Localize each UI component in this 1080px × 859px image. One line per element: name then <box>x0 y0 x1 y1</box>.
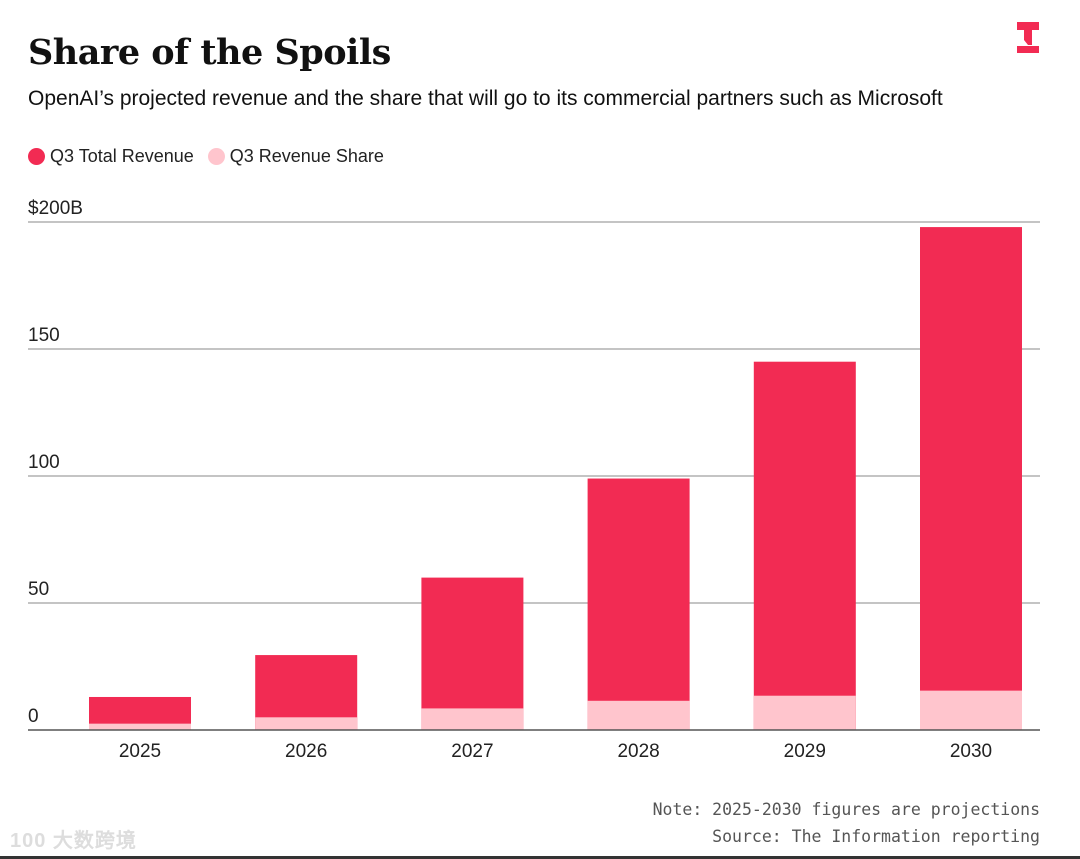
x-tick-label: 2029 <box>784 741 826 762</box>
legend-label-share: Q3 Revenue Share <box>229 146 384 166</box>
x-tick-label: 2027 <box>451 741 493 762</box>
the-information-logo-icon <box>1017 22 1039 53</box>
chart-subtitle: OpenAI’s projected revenue and the share… <box>28 87 943 110</box>
bar-total-2030 <box>920 227 1022 730</box>
bar-share-2026 <box>255 717 358 730</box>
y-tick-label: 150 <box>28 325 60 346</box>
footer-notes: Note: 2025-2030 figures are projections … <box>653 796 1040 850</box>
legend: Q3 Total Revenue Q3 Revenue Share <box>28 146 384 167</box>
x-tick-label: 2030 <box>950 741 992 762</box>
y-tick-label: 100 <box>28 452 60 473</box>
chart-title: Share of the Spoils <box>28 32 391 73</box>
bar-total-2028 <box>587 478 690 730</box>
bottom-border <box>0 856 1080 859</box>
y-tick-label: 50 <box>28 579 49 600</box>
watermark-logo: 100 大数跨境 <box>10 830 137 852</box>
bar-share-2028 <box>587 700 690 730</box>
y-tick-label: 0 <box>28 706 39 727</box>
note-text: Note: 2025-2030 figures are projections <box>652 800 1040 819</box>
x-tick-label: 2026 <box>285 741 327 762</box>
bar-share-2029 <box>753 695 856 730</box>
legend-item-share: Q3 Revenue Share <box>207 146 384 167</box>
legend-swatch-share <box>207 148 225 165</box>
x-tick-label: 2025 <box>119 741 161 762</box>
bar-share-2030 <box>920 690 1022 730</box>
bar-share-2027 <box>421 708 524 730</box>
x-tick-label: 2028 <box>617 741 659 762</box>
bar-total-2029 <box>753 361 856 730</box>
legend-label-total: Q3 Total Revenue <box>50 146 194 166</box>
legend-item-total: Q3 Total Revenue <box>28 146 194 167</box>
source-text: Source: The Information reporting <box>712 827 1040 846</box>
bar-share-2025 <box>89 723 191 730</box>
legend-swatch-total <box>28 148 45 165</box>
bar-total-2027 <box>421 577 524 730</box>
y-tick-label: $200B <box>28 198 83 219</box>
